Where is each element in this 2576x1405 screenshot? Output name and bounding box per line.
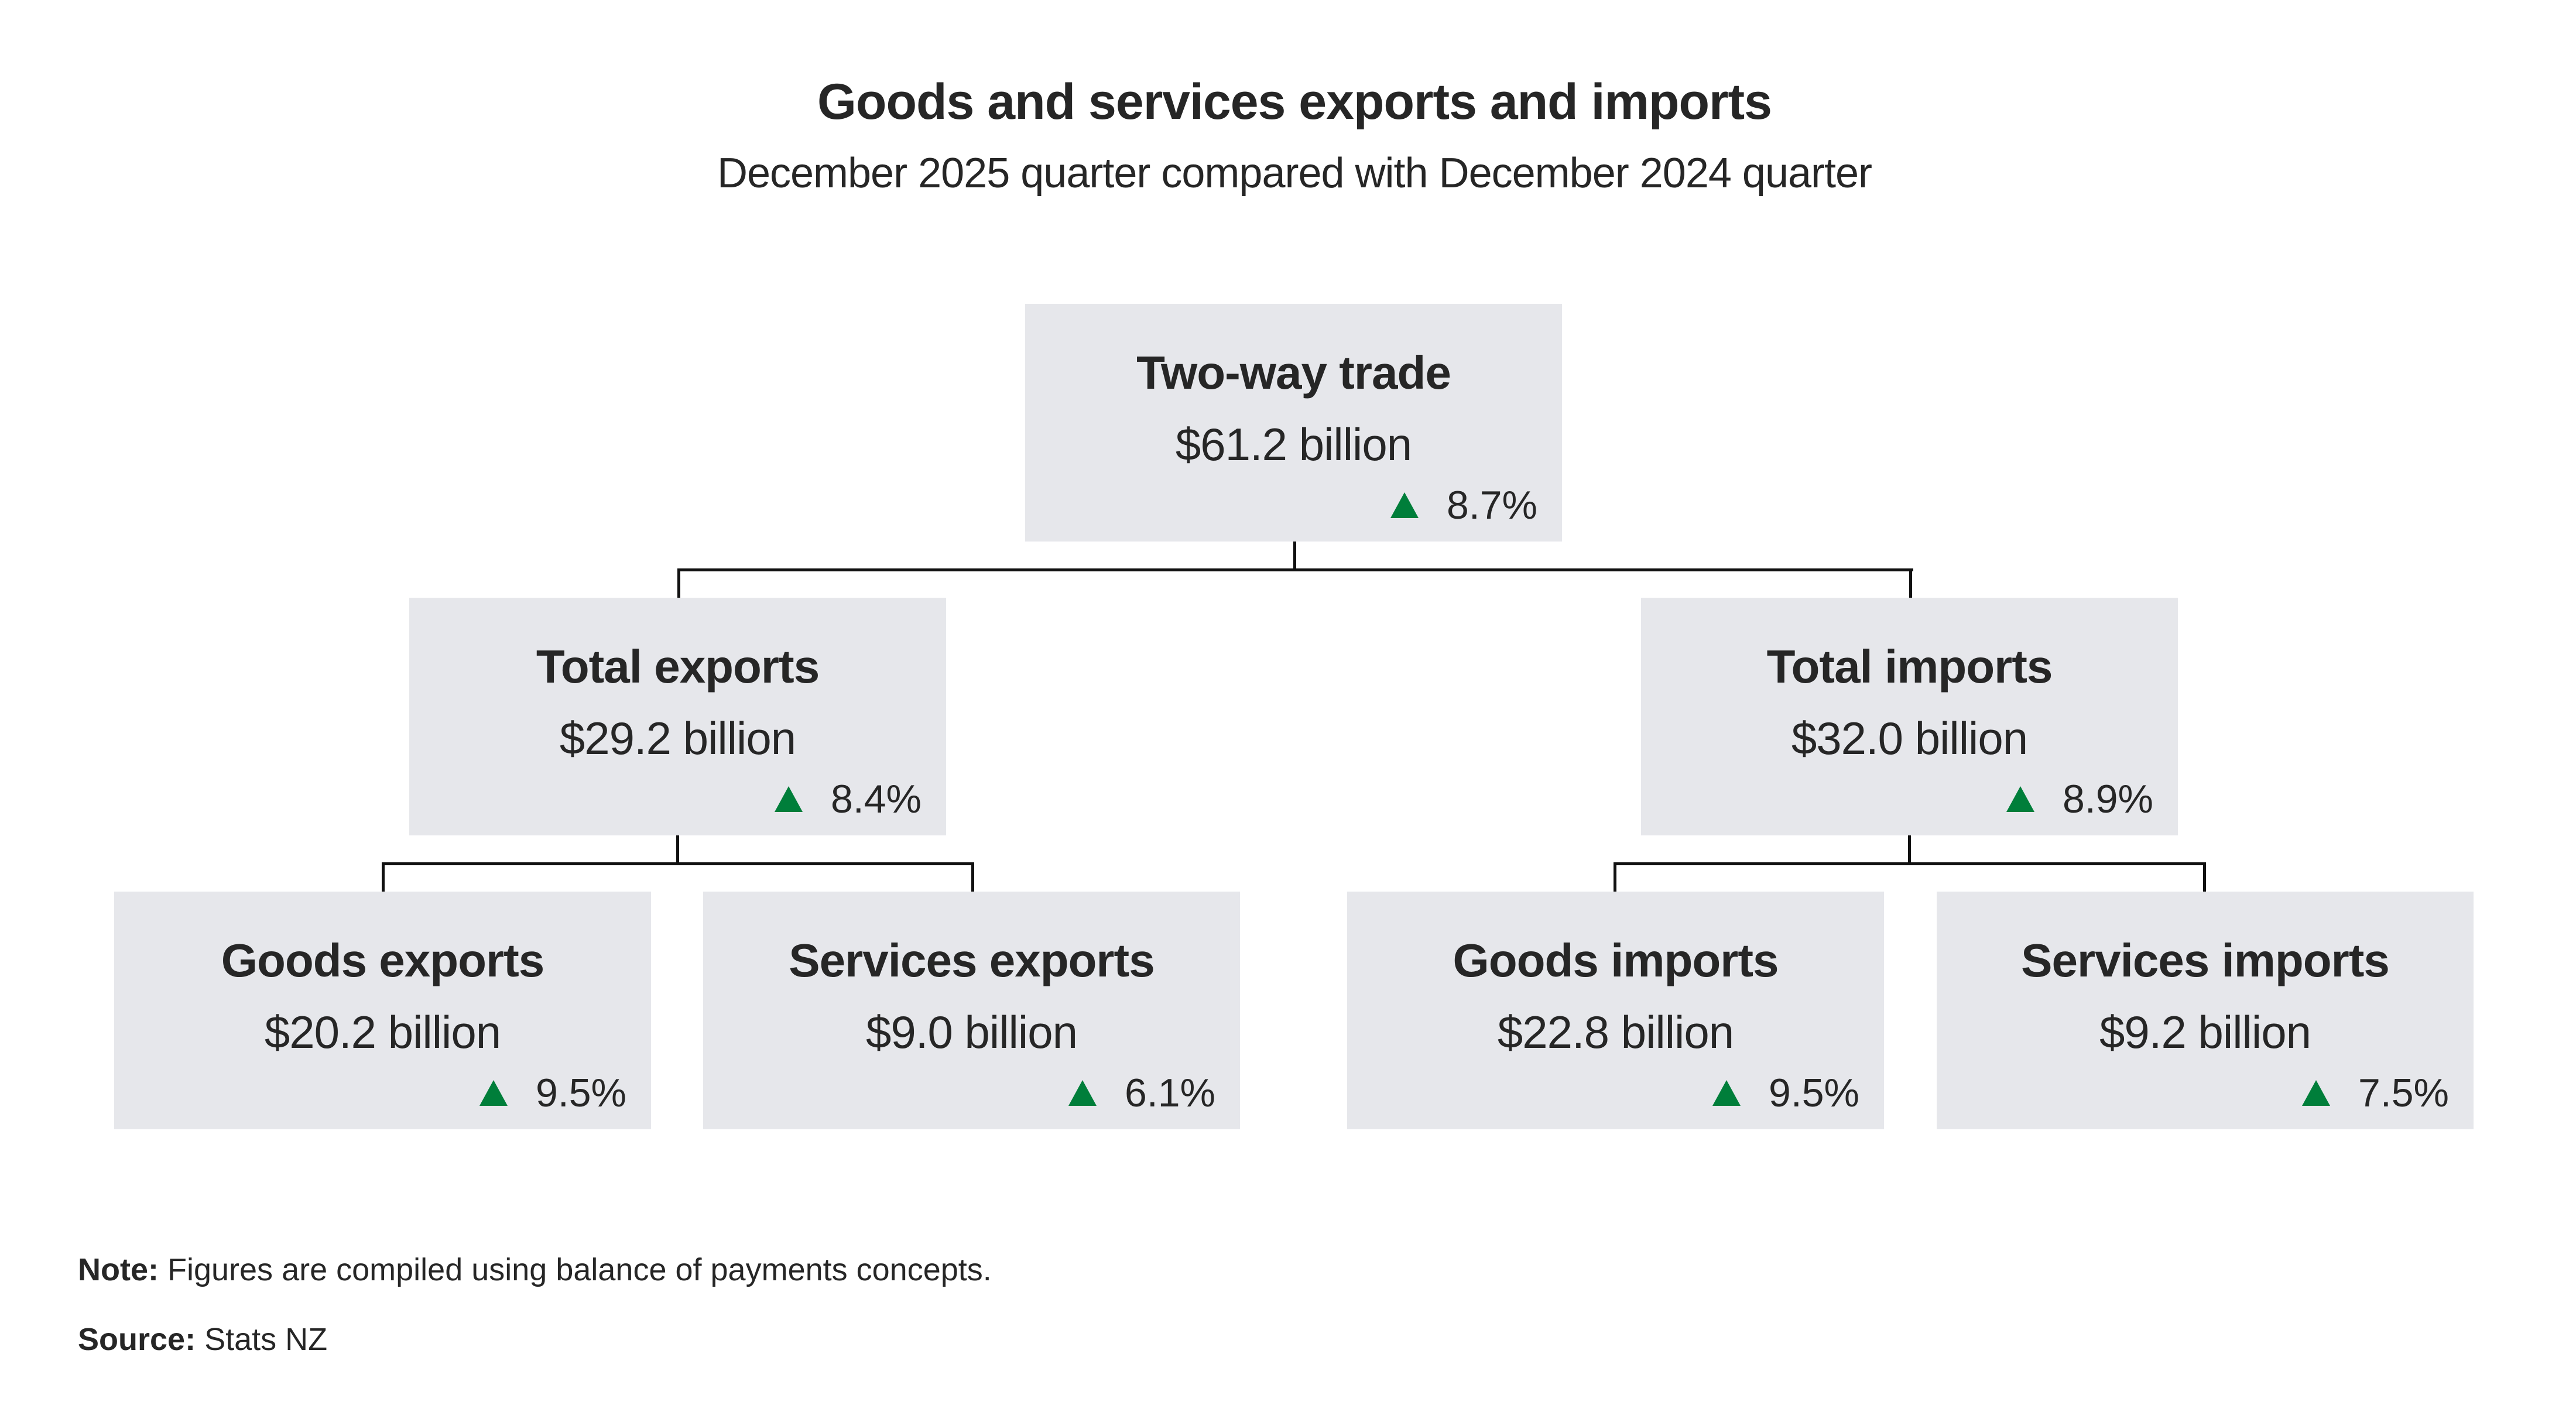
node-change: 7.5% [2302,1070,2449,1116]
node-value: $32.0 billion [1791,712,2028,764]
node-label: Goods exports [221,934,545,986]
connector-line [677,568,680,598]
change-percent: 8.4% [831,777,922,821]
node-change: 9.5% [479,1070,626,1116]
up-triangle-icon [479,1080,508,1106]
connector-line [382,862,974,865]
node-change: 8.7% [1390,482,1537,528]
connector-line [971,862,974,892]
connector-line [1614,862,2206,865]
node-change: 6.1% [1068,1070,1215,1116]
connector-line [676,835,679,865]
change-percent: 8.7% [1447,483,1537,527]
up-triangle-icon [2302,1080,2330,1106]
node-change: 8.9% [2006,776,2153,822]
chart-title: Goods and services exports and imports [817,74,1772,130]
change-percent: 9.5% [1769,1071,1859,1115]
node-label: Goods imports [1453,934,1779,986]
note-text: Figures are compiled using balance of pa… [167,1252,992,1287]
chart-subtitle: December 2025 quarter compared with Dece… [717,150,1872,197]
node-label: Services exports [789,934,1155,986]
source: Source: Stats NZ [78,1321,327,1358]
connector-line [1614,862,1616,892]
change-percent: 8.9% [2063,777,2153,821]
connector-line [2203,862,2206,892]
node-services-imports: Services imports $9.2 billion 7.5% [1937,892,2474,1129]
node-services-exports: Services exports $9.0 billion 6.1% [703,892,1240,1129]
node-change: 8.4% [775,776,922,822]
connector-line [1293,542,1296,571]
node-label: Services imports [2021,934,2390,986]
change-percent: 6.1% [1125,1071,1215,1115]
node-goods-imports: Goods imports $22.8 billion 9.5% [1347,892,1884,1129]
up-triangle-icon [1390,492,1419,518]
up-triangle-icon [1712,1080,1741,1106]
node-value: $22.8 billion [1497,1006,1734,1058]
connector-line [1909,568,1912,598]
node-two-way-trade: Two-way trade $61.2 billion 8.7% [1025,304,1562,542]
up-triangle-icon [775,786,803,812]
note: Note: Figures are compiled using balance… [78,1252,992,1288]
up-triangle-icon [2006,786,2034,812]
up-triangle-icon [1068,1080,1097,1106]
change-percent: 9.5% [536,1071,626,1115]
node-value: $29.2 billion [559,712,796,764]
change-percent: 7.5% [2358,1071,2449,1115]
connector-line [382,862,385,892]
source-text: Stats NZ [204,1322,328,1357]
node-label: Total imports [1766,640,2053,693]
node-change: 9.5% [1712,1070,1859,1116]
note-label: Note: [78,1252,159,1287]
connector-line [677,568,1913,571]
node-total-imports: Total imports $32.0 billion 8.9% [1641,598,2178,835]
node-value: $20.2 billion [264,1006,501,1058]
node-goods-exports: Goods exports $20.2 billion 9.5% [114,892,651,1129]
node-value: $61.2 billion [1175,419,1412,470]
node-label: Two-way trade [1136,347,1451,399]
node-total-exports: Total exports $29.2 billion 8.4% [409,598,946,835]
source-label: Source: [78,1322,196,1357]
node-value: $9.2 billion [2099,1006,2311,1058]
node-value: $9.0 billion [866,1006,1078,1058]
connector-line [1908,835,1911,865]
node-label: Total exports [536,640,820,693]
